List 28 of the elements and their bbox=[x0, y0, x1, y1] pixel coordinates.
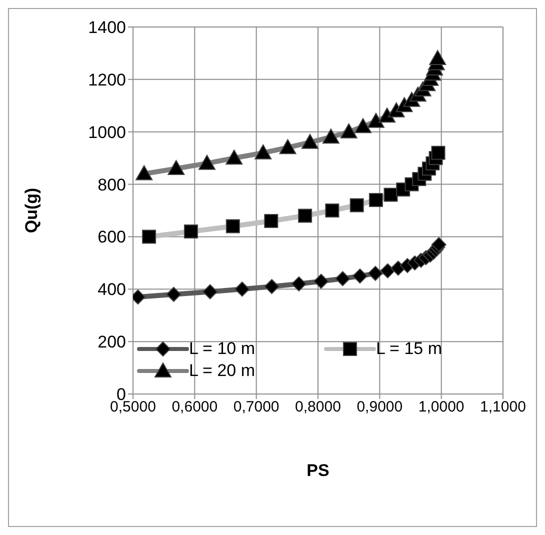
point bbox=[234, 282, 250, 297]
point bbox=[380, 263, 396, 278]
x-tick-label: 0,9000 bbox=[356, 398, 403, 416]
y-tick-label: 800 bbox=[98, 175, 126, 194]
y-tick-label: 1400 bbox=[88, 18, 126, 38]
legend-label: L = 10 m bbox=[189, 339, 255, 359]
y-tick-label: 1200 bbox=[88, 70, 126, 90]
point bbox=[291, 276, 306, 292]
point bbox=[335, 271, 350, 286]
point bbox=[352, 268, 368, 284]
point bbox=[166, 286, 182, 302]
x-tick-label: 1,1000 bbox=[480, 398, 526, 416]
y-axis-title: Qu(g) bbox=[22, 188, 42, 234]
point bbox=[264, 279, 280, 294]
x-tick-label: 0,7000 bbox=[233, 398, 280, 416]
point bbox=[202, 284, 218, 300]
point bbox=[314, 274, 329, 289]
x-tick-label: 0,6000 bbox=[172, 398, 218, 416]
point bbox=[368, 266, 383, 281]
y-tick-label: 1000 bbox=[88, 122, 126, 142]
y-tick-label: 600 bbox=[98, 228, 126, 247]
legend-label: L = 20 m bbox=[189, 361, 255, 381]
x-tick-label: 1,0000 bbox=[418, 398, 464, 416]
y-tick-label: 200 bbox=[98, 332, 126, 352]
x-axis-title: PS bbox=[306, 461, 330, 480]
y-tick-label: 400 bbox=[98, 280, 126, 300]
legend-label: L = 15 m bbox=[376, 339, 442, 359]
x-tick-label: 0,8000 bbox=[295, 398, 341, 416]
